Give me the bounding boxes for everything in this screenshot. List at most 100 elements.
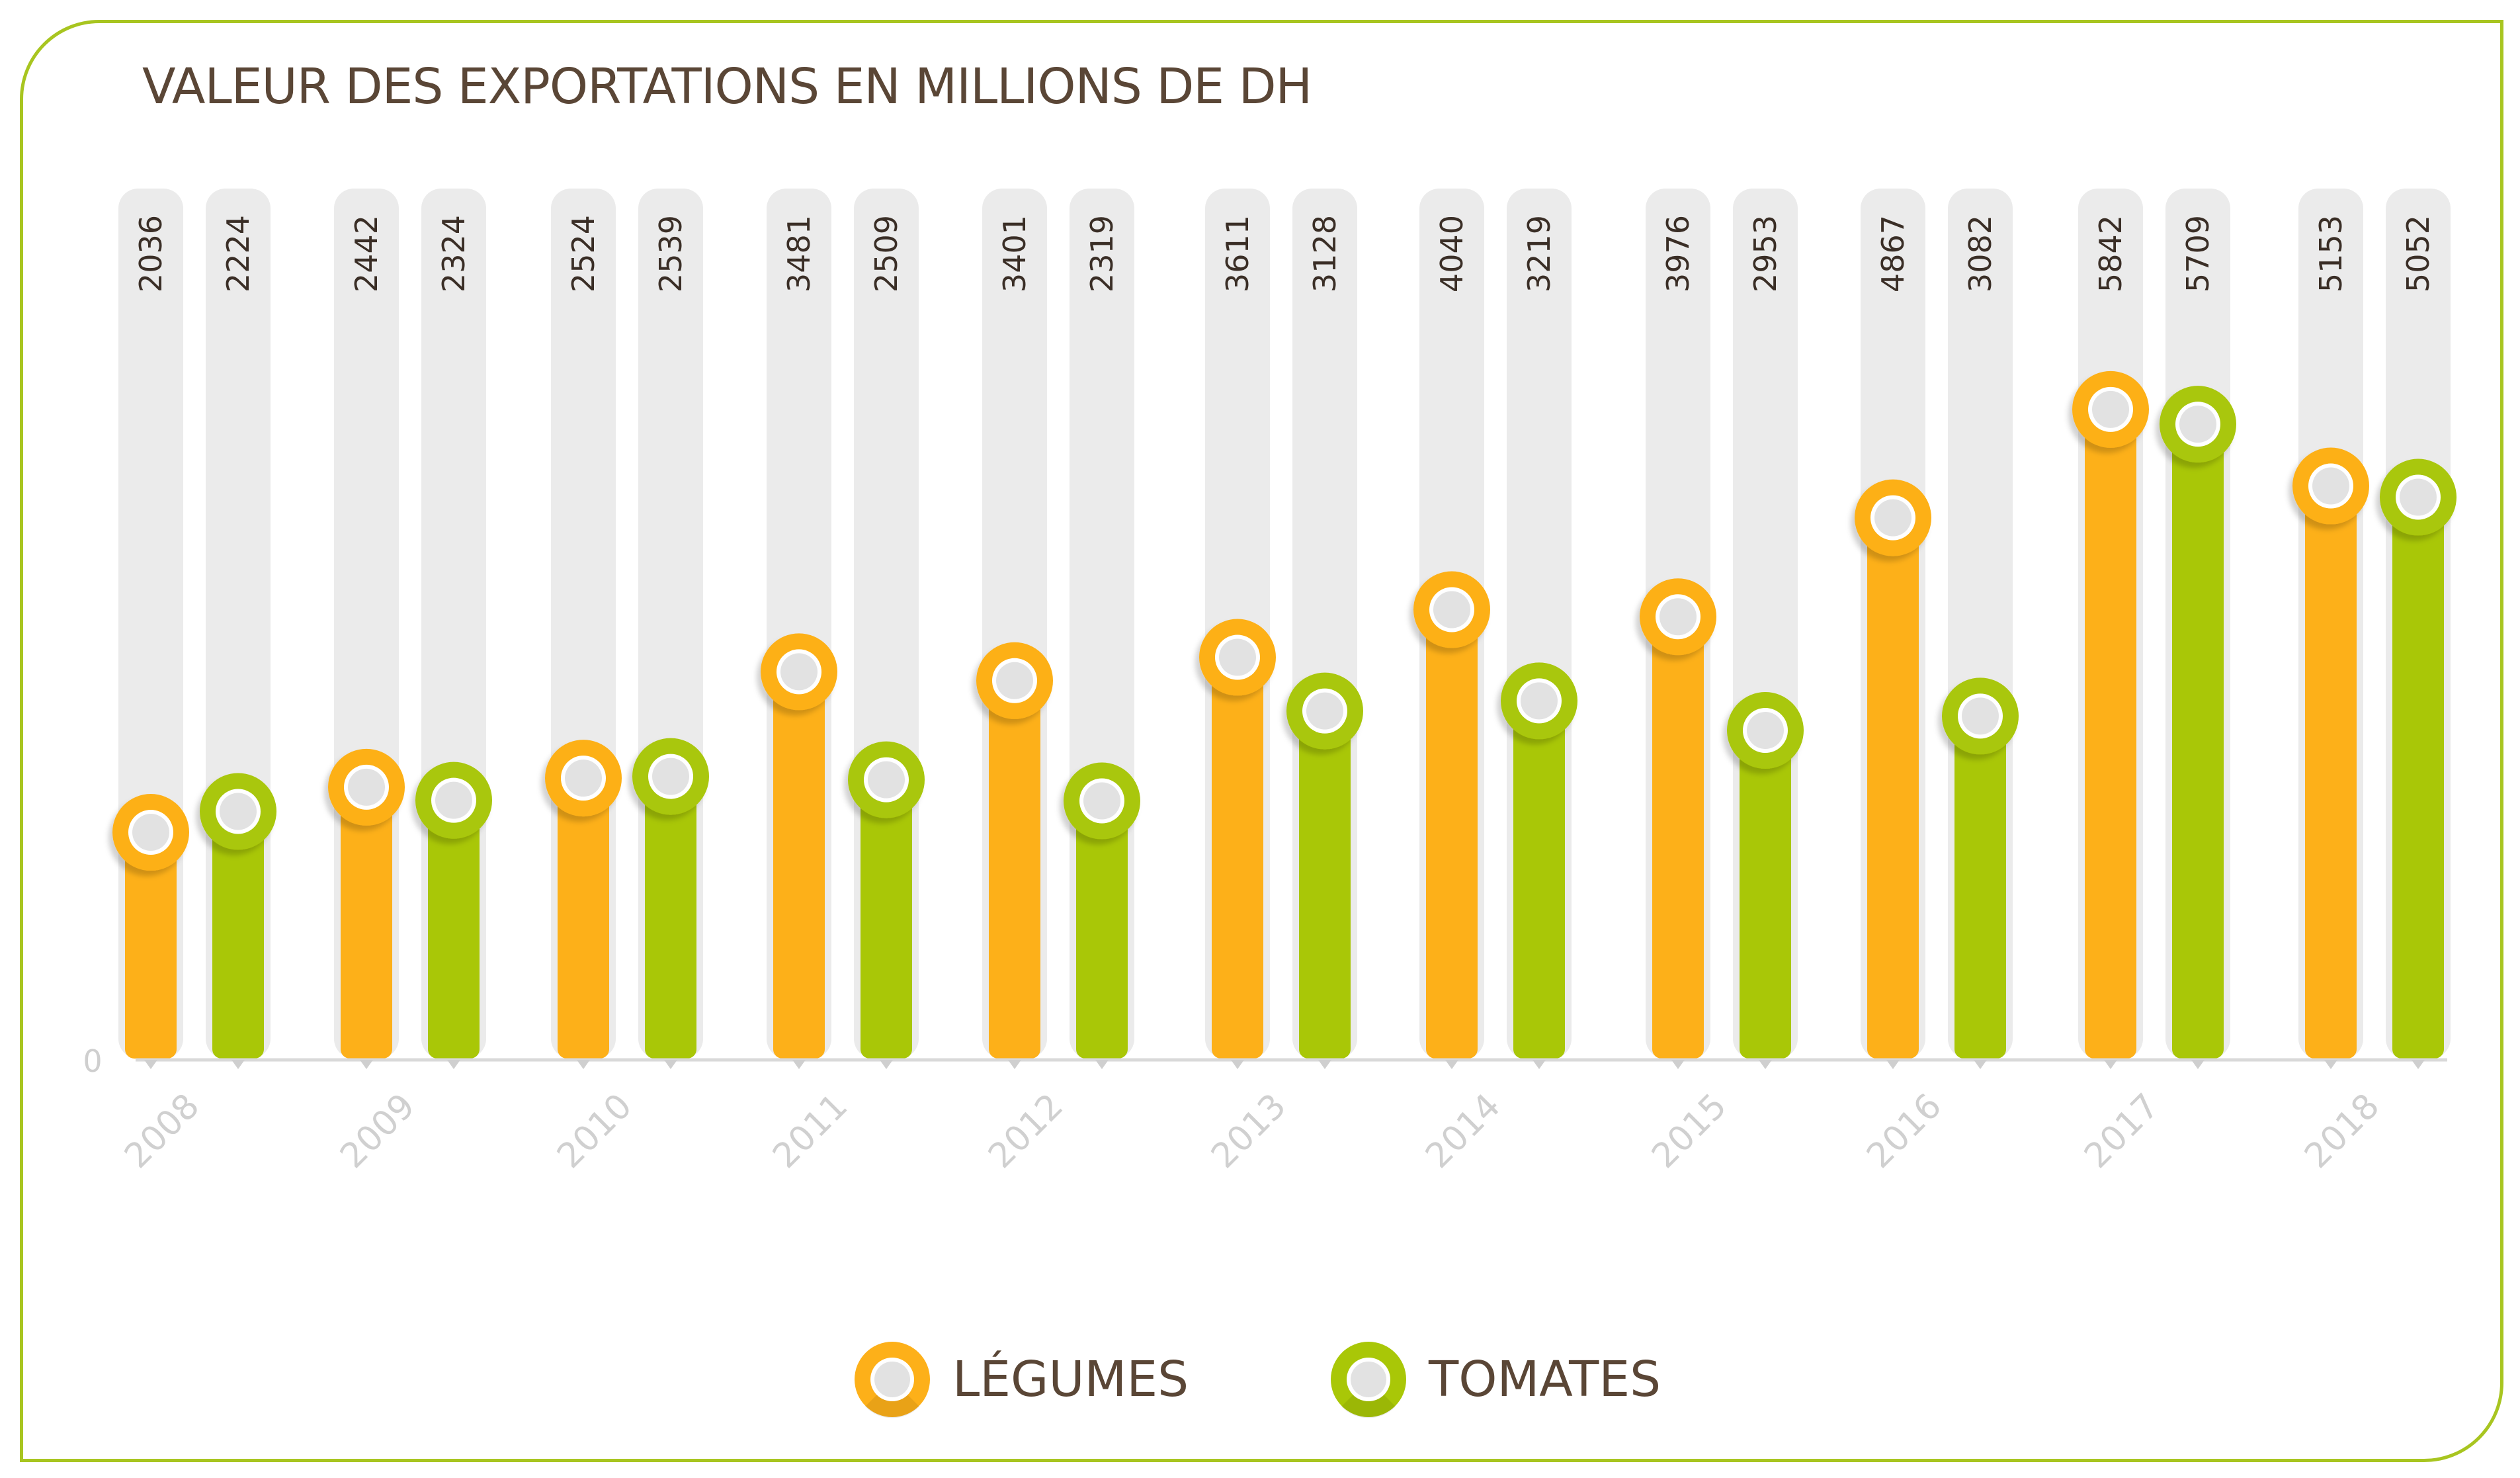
- point-legumes-2015: [1640, 578, 1716, 656]
- bar-legumes-2009: [341, 787, 392, 1059]
- x-tick-legumes-2010: [577, 1060, 590, 1069]
- point-legumes-2013: [1199, 619, 1276, 696]
- x-tick-tomates-2009: [447, 1060, 460, 1069]
- marker-inner: [565, 760, 602, 797]
- bar-tomates-2012: [1076, 801, 1128, 1059]
- x-tick-legumes-2018: [2324, 1060, 2337, 1069]
- point-tomates-2015: [1727, 692, 1804, 769]
- point-tomates-2018: [2380, 458, 2457, 536]
- marker-inner: [868, 761, 905, 799]
- legend-item-legumes: LÉGUMES: [853, 1336, 1189, 1422]
- chart-title: VALEUR DES EXPORTATIONS EN MILLIONS DE D…: [142, 58, 1312, 115]
- marker-inner: [1219, 638, 1256, 676]
- marker-inner: [1306, 692, 1343, 730]
- bar-tomates-2014: [1513, 701, 1565, 1059]
- x-tick-legumes-2016: [1886, 1060, 1900, 1069]
- marker-inner: [348, 768, 385, 806]
- marker-inner: [1433, 591, 1470, 629]
- bar-tomates-2018: [2392, 497, 2444, 1059]
- value-label-legumes-2015: 3976: [1660, 215, 1696, 292]
- point-tomates-2008: [200, 773, 276, 850]
- marker-inner: [1962, 697, 1999, 735]
- x-tick-legumes-2008: [144, 1060, 157, 1069]
- x-tick-legumes-2011: [792, 1060, 806, 1069]
- point-tomates-2009: [415, 761, 492, 839]
- x-tick-label-2016: 2016: [1859, 1086, 1949, 1176]
- value-label-tomates-2015: 2953: [1747, 215, 1783, 292]
- x-tick-tomates-2014: [1533, 1060, 1546, 1069]
- value-label-legumes-2016: 4867: [1875, 215, 1911, 292]
- value-label-tomates-2013: 3128: [1307, 215, 1343, 292]
- x-tick-label-2015: 2015: [1644, 1086, 1734, 1176]
- x-tick-legumes-2012: [1008, 1060, 1021, 1069]
- marker-inner: [996, 662, 1033, 699]
- marker-inner: [1083, 782, 1120, 820]
- point-tomates-2013: [1286, 672, 1363, 750]
- marker-inner: [652, 758, 689, 795]
- marker-inner: [780, 653, 818, 691]
- point-tomates-2012: [1064, 762, 1140, 840]
- legend-marker-legumes-icon: [855, 1342, 930, 1418]
- x-tick-legumes-2013: [1231, 1060, 1244, 1069]
- x-tick-label-2011: 2011: [765, 1086, 855, 1176]
- value-label-tomates-2012: 2319: [1084, 215, 1120, 292]
- bar-tomates-2008: [212, 811, 264, 1059]
- x-tick-tomates-2011: [880, 1060, 893, 1069]
- bar-legumes-2010: [558, 778, 609, 1059]
- x-tick-tomates-2010: [664, 1060, 677, 1069]
- x-tick-label-2018: 2018: [2297, 1086, 2387, 1176]
- bar-legumes-2012: [989, 680, 1040, 1059]
- marker-inner: [1747, 712, 1784, 750]
- x-tick-label-2013: 2013: [1204, 1086, 1294, 1176]
- y-tick-label: 0: [83, 1043, 102, 1079]
- bar-tomates-2015: [1740, 730, 1791, 1059]
- bar-legumes-2013: [1212, 657, 1263, 1059]
- bar-legumes-2016: [1867, 517, 1919, 1059]
- value-label-tomates-2018: 5052: [2400, 215, 2436, 292]
- legend-item-tomates: TOMATES: [1329, 1336, 1661, 1422]
- point-legumes-2009: [328, 748, 405, 826]
- value-label-legumes-2011: 3481: [781, 215, 817, 292]
- point-legumes-2010: [545, 740, 622, 817]
- value-label-tomates-2014: 3219: [1521, 215, 1557, 292]
- x-tick-legumes-2017: [2104, 1060, 2117, 1069]
- marker-inner: [1659, 598, 1697, 636]
- bar-tomates-2011: [861, 779, 912, 1059]
- bar-tomates-2009: [428, 800, 480, 1059]
- bar-tomates-2010: [645, 776, 696, 1059]
- x-tick-tomates-2015: [1759, 1060, 1772, 1069]
- marker-inner: [132, 814, 169, 851]
- legend-label-legumes: LÉGUMES: [952, 1351, 1189, 1408]
- value-label-tomates-2011: 2509: [868, 215, 904, 292]
- legend-marker-tomates-icon: [1331, 1342, 1406, 1418]
- value-label-tomates-2017: 5709: [2180, 215, 2216, 292]
- bar-legumes-2011: [773, 672, 825, 1059]
- marker-inner: [2092, 390, 2129, 428]
- bar-legumes-2008: [125, 832, 177, 1059]
- value-label-tomates-2009: 2324: [436, 215, 472, 292]
- value-label-legumes-2013: 3611: [1220, 215, 1255, 292]
- bar-tomates-2013: [1299, 711, 1351, 1059]
- marker-inner: [435, 781, 472, 819]
- bar-legumes-2014: [1426, 609, 1478, 1059]
- bar-legumes-2018: [2305, 486, 2357, 1059]
- point-legumes-2012: [976, 642, 1053, 719]
- point-legumes-2008: [112, 794, 189, 871]
- marker-inner: [2400, 478, 2437, 516]
- bar-legumes-2015: [1652, 617, 1704, 1059]
- point-legumes-2011: [761, 633, 837, 711]
- x-tick-label-2012: 2012: [981, 1086, 1071, 1176]
- legend-inner-tomates: [1351, 1362, 1386, 1397]
- value-label-tomates-2016: 3082: [1962, 215, 1998, 292]
- x-tick-tomates-2013: [1318, 1060, 1331, 1069]
- point-legumes-2016: [1855, 479, 1931, 556]
- point-tomates-2011: [848, 741, 925, 818]
- point-legumes-2014: [1413, 571, 1490, 648]
- x-tick-tomates-2016: [1974, 1060, 1987, 1069]
- marker-inner: [2312, 467, 2349, 505]
- marker-inner: [2179, 406, 2216, 443]
- point-tomates-2014: [1501, 662, 1577, 740]
- x-tick-tomates-2017: [2191, 1060, 2205, 1069]
- legend-shade-tomates: [1341, 1392, 1396, 1418]
